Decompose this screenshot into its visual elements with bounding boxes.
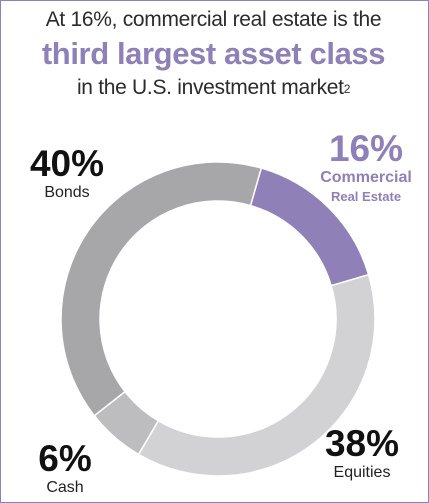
headline-emphasis: third largest asset class <box>41 36 386 71</box>
pct-equities: 38% <box>324 423 400 464</box>
cat-bonds: Bonds <box>44 184 90 201</box>
pct-cash: 6% <box>38 438 92 479</box>
headline-line3: in the U.S. investment market2 <box>0 74 427 102</box>
pct-commercial-real-estate: 16% <box>328 128 404 169</box>
label-cash: 6% Cash <box>20 440 110 497</box>
headline: At 16%, commercial real estate is the th… <box>0 6 427 102</box>
slice-bonds <box>60 161 263 417</box>
cat-commercial-line2: Real Estate <box>330 189 402 204</box>
headline-line1: At 16%, commercial real estate is the <box>45 8 382 31</box>
label-commercial-real-estate: 16% Commercial Real Estate <box>306 130 426 206</box>
pct-bonds: 40% <box>29 143 105 184</box>
headline-line3-text: in the U.S. investment market <box>76 76 344 99</box>
cat-cash: Cash <box>46 479 84 496</box>
footnote-marker: 2 <box>343 82 351 96</box>
cat-commercial-line1: Commercial <box>320 169 412 186</box>
cat-equities: Equities <box>333 464 391 481</box>
label-equities: 38% Equities <box>302 425 422 482</box>
label-bonds: 40% Bonds <box>12 145 122 202</box>
